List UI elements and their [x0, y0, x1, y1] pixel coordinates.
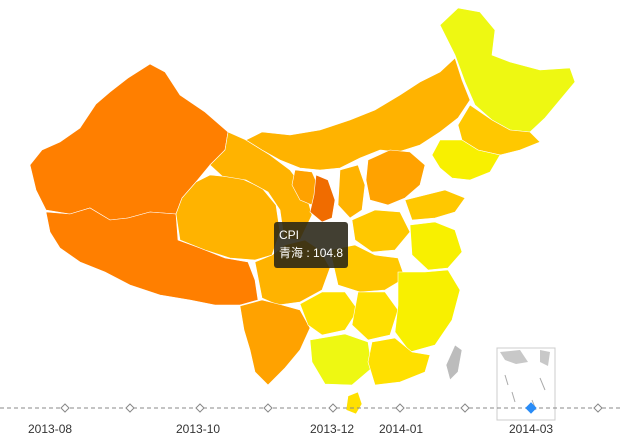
timeline-tick[interactable] [460, 403, 470, 413]
timeline-tick[interactable] [263, 403, 273, 413]
map-tooltip: CPI 青海 : 104.8 [274, 222, 348, 268]
tooltip-series-name: CPI [279, 228, 300, 242]
region-guangdong[interactable] [367, 337, 431, 386]
tooltip-value: 104.8 [313, 246, 344, 260]
region-liaoning[interactable] [431, 139, 501, 181]
timeline-label[interactable]: 2013-10 [176, 422, 221, 436]
region-jiangsu[interactable] [409, 221, 463, 271]
region-xizang[interactable] [45, 207, 259, 306]
timeline-label[interactable]: 2014-03 [509, 422, 554, 436]
region-jilin[interactable] [457, 104, 541, 156]
region-neimenggu[interactable] [245, 57, 471, 171]
timeline-label[interactable]: 2014-01 [379, 422, 424, 436]
tooltip-separator: : [303, 246, 314, 260]
inset-coast [540, 350, 550, 366]
inset-dashes [504, 374, 546, 411]
region-yunnan[interactable] [239, 299, 311, 386]
timeline-label[interactable]: 2013-12 [310, 422, 355, 436]
region-qinghai[interactable] [175, 174, 281, 261]
timeline-tick[interactable] [395, 403, 405, 413]
timeline-label[interactable]: 2013-08 [28, 422, 73, 436]
region-hainan[interactable] [345, 391, 363, 415]
region-shaanxi[interactable] [309, 174, 336, 223]
region-heilongjiang[interactable] [439, 7, 576, 133]
timeline-tick[interactable] [60, 403, 70, 413]
region-hebei[interactable] [365, 149, 426, 206]
region-guangxi[interactable] [309, 333, 373, 386]
timeline-tick[interactable] [195, 403, 205, 413]
region-shandong[interactable] [404, 189, 466, 221]
timeline-ticks [60, 402, 603, 414]
region-shanxi[interactable] [337, 164, 366, 219]
inset-coast [500, 350, 528, 364]
timeline-tick[interactable] [125, 403, 135, 413]
timeline-tick[interactable] [593, 403, 603, 413]
region-hunan[interactable] [351, 291, 399, 341]
timeline-tick[interactable] [328, 403, 338, 413]
region-jiangxi[interactable] [394, 269, 461, 353]
region-guizhou[interactable] [299, 291, 359, 336]
region-gansu[interactable] [209, 131, 313, 241]
region-taiwan[interactable] [445, 344, 463, 381]
timeline-current-marker[interactable] [525, 402, 537, 414]
region-henan[interactable] [351, 209, 411, 253]
tooltip-value-row: 青海 : 104.8 [279, 244, 348, 262]
tooltip-region-name: 青海 [279, 246, 304, 260]
